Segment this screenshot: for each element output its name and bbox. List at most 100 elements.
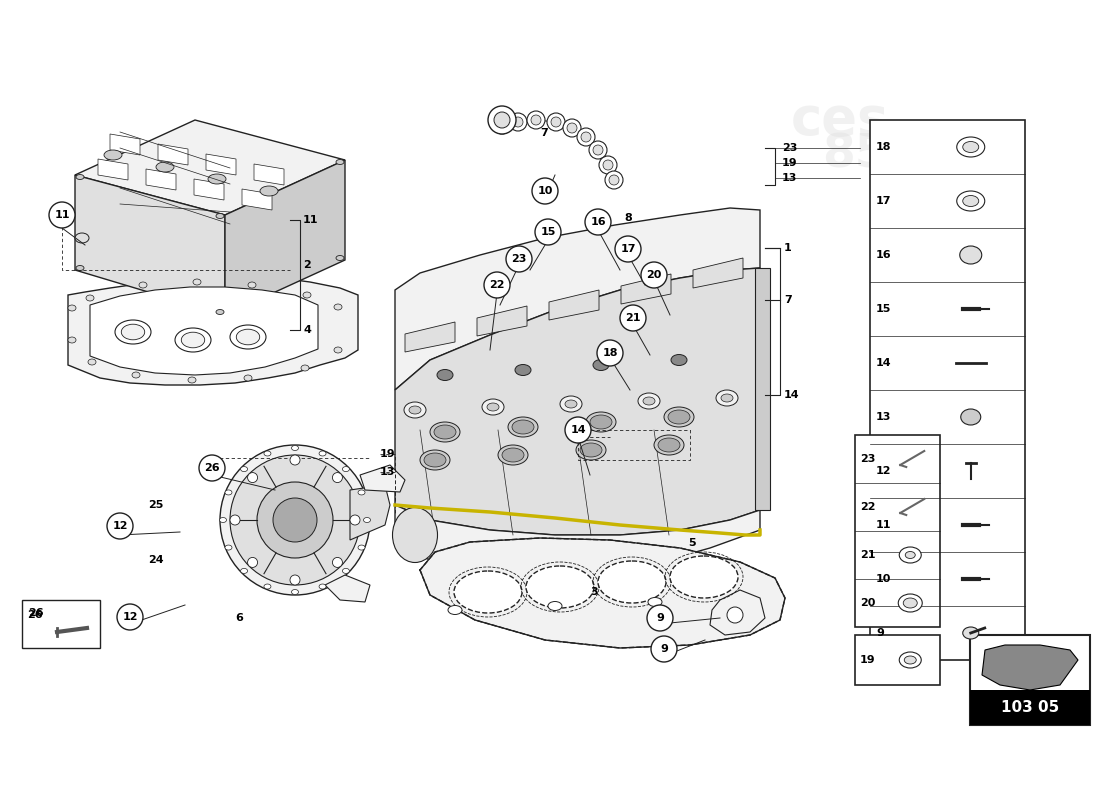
Circle shape xyxy=(551,117,561,127)
Ellipse shape xyxy=(230,325,266,349)
Circle shape xyxy=(509,113,527,131)
Circle shape xyxy=(248,558,257,567)
Circle shape xyxy=(290,575,300,585)
Ellipse shape xyxy=(670,556,738,598)
Circle shape xyxy=(513,117,522,127)
Bar xyxy=(855,635,940,685)
Text: 23: 23 xyxy=(512,254,527,264)
Text: 19: 19 xyxy=(379,449,396,459)
Ellipse shape xyxy=(420,450,450,470)
Circle shape xyxy=(248,473,257,482)
Circle shape xyxy=(257,482,333,558)
Bar xyxy=(870,120,1025,660)
Text: 21: 21 xyxy=(860,550,876,560)
Ellipse shape xyxy=(904,656,916,664)
Text: 13: 13 xyxy=(379,467,395,477)
Circle shape xyxy=(531,115,541,125)
Ellipse shape xyxy=(220,445,370,595)
Polygon shape xyxy=(75,175,226,315)
Polygon shape xyxy=(395,268,760,535)
Ellipse shape xyxy=(116,320,151,344)
Ellipse shape xyxy=(959,246,981,264)
Ellipse shape xyxy=(336,255,344,261)
Ellipse shape xyxy=(104,150,122,160)
Circle shape xyxy=(535,219,561,245)
Text: 7: 7 xyxy=(784,295,792,305)
Text: a passion for cars: a passion for cars xyxy=(417,450,663,550)
Circle shape xyxy=(609,175,619,185)
Ellipse shape xyxy=(216,310,224,314)
Ellipse shape xyxy=(900,652,922,668)
Ellipse shape xyxy=(720,394,733,402)
Ellipse shape xyxy=(236,330,260,345)
Ellipse shape xyxy=(342,569,350,574)
Ellipse shape xyxy=(962,195,979,206)
Polygon shape xyxy=(75,120,345,215)
Text: 5: 5 xyxy=(688,538,695,548)
Text: 103 05: 103 05 xyxy=(1001,699,1059,714)
Ellipse shape xyxy=(226,545,232,550)
Ellipse shape xyxy=(548,602,562,610)
Polygon shape xyxy=(405,322,455,352)
Ellipse shape xyxy=(576,440,606,460)
Text: 17: 17 xyxy=(876,196,891,206)
Text: 13: 13 xyxy=(782,173,797,183)
Text: 9: 9 xyxy=(876,628,884,638)
Text: 12: 12 xyxy=(876,466,891,476)
Text: 3: 3 xyxy=(590,587,597,597)
Text: 26: 26 xyxy=(28,608,44,618)
Ellipse shape xyxy=(334,347,342,353)
Polygon shape xyxy=(360,465,405,492)
Polygon shape xyxy=(420,538,785,648)
Ellipse shape xyxy=(319,584,326,589)
Circle shape xyxy=(199,455,226,481)
Ellipse shape xyxy=(512,420,534,434)
Ellipse shape xyxy=(88,359,96,365)
Text: 18: 18 xyxy=(603,348,618,358)
Polygon shape xyxy=(226,160,345,315)
Bar xyxy=(970,635,1090,725)
Ellipse shape xyxy=(334,304,342,310)
Text: 24: 24 xyxy=(148,555,164,565)
Circle shape xyxy=(588,141,607,159)
Text: 20: 20 xyxy=(647,270,662,280)
Ellipse shape xyxy=(905,551,915,558)
Text: 14: 14 xyxy=(876,358,892,368)
Circle shape xyxy=(497,120,507,130)
Polygon shape xyxy=(68,276,358,385)
Ellipse shape xyxy=(716,390,738,406)
Circle shape xyxy=(350,515,360,525)
Ellipse shape xyxy=(230,455,360,585)
Ellipse shape xyxy=(903,598,917,608)
Text: 7: 7 xyxy=(540,128,548,138)
Text: 8: 8 xyxy=(624,213,631,223)
Ellipse shape xyxy=(671,354,688,366)
Ellipse shape xyxy=(68,305,76,311)
Ellipse shape xyxy=(248,282,256,288)
Ellipse shape xyxy=(188,377,196,383)
Text: 19: 19 xyxy=(860,655,876,665)
Ellipse shape xyxy=(264,451,271,456)
Ellipse shape xyxy=(132,372,140,378)
Circle shape xyxy=(727,607,742,623)
Text: 2: 2 xyxy=(302,260,310,270)
Ellipse shape xyxy=(487,403,499,411)
Text: 20: 20 xyxy=(860,598,876,608)
Circle shape xyxy=(641,262,667,288)
Polygon shape xyxy=(621,274,671,304)
Ellipse shape xyxy=(182,332,205,348)
Text: ces: ces xyxy=(791,94,889,146)
Ellipse shape xyxy=(565,400,578,408)
Ellipse shape xyxy=(960,409,981,425)
Text: 10: 10 xyxy=(537,186,552,196)
Ellipse shape xyxy=(434,425,456,439)
Ellipse shape xyxy=(76,174,84,179)
Circle shape xyxy=(488,106,516,134)
Text: 14: 14 xyxy=(784,390,800,400)
Circle shape xyxy=(527,111,544,129)
Ellipse shape xyxy=(638,393,660,409)
Ellipse shape xyxy=(957,191,984,211)
Ellipse shape xyxy=(86,295,94,301)
Circle shape xyxy=(494,112,510,128)
Ellipse shape xyxy=(301,365,309,371)
